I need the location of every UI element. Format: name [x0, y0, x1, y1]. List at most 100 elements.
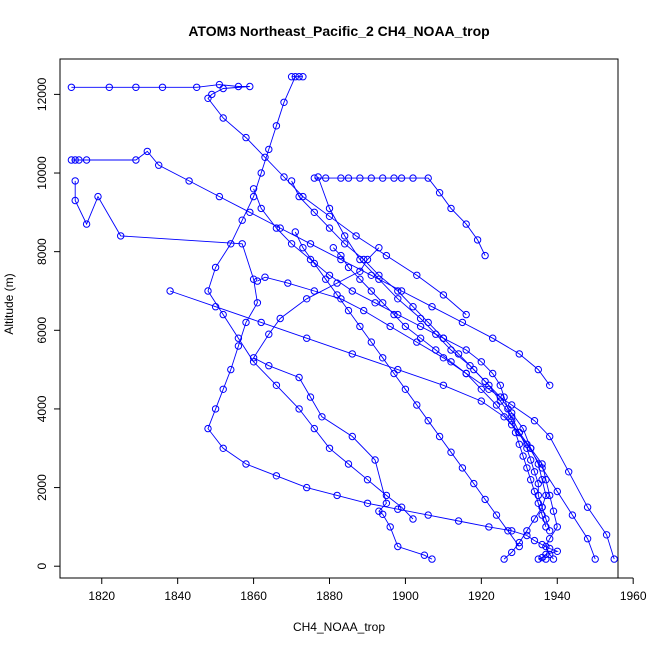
data-point [166, 287, 174, 295]
data-point [530, 487, 539, 496]
data-point [375, 507, 383, 515]
data-point [397, 174, 406, 182]
data-point [348, 432, 356, 441]
x-tick-label: 1940 [544, 589, 571, 603]
data-point [219, 444, 227, 452]
data-point [249, 185, 258, 193]
data-point [519, 424, 527, 433]
data-point [534, 365, 542, 374]
data-point [538, 553, 546, 562]
data-point [363, 499, 372, 507]
data-point [439, 354, 448, 362]
data-point [337, 295, 345, 303]
data-point [310, 424, 318, 433]
y-tick-label: 2000 [35, 474, 49, 501]
data-point [439, 381, 448, 389]
data-point [82, 220, 91, 228]
profile-line [169, 290, 558, 560]
data-point [265, 330, 273, 338]
data-point [360, 255, 368, 264]
x-tick-label: 1860 [240, 589, 267, 603]
x-axis-label: CH4_NOAA_trop [293, 620, 385, 634]
data-point [568, 511, 577, 519]
data-point [329, 244, 337, 252]
data-point [333, 491, 341, 500]
data-point [504, 527, 512, 535]
data-point [602, 531, 611, 539]
data-point [390, 310, 398, 319]
data-point [447, 204, 455, 213]
data-point [280, 98, 288, 107]
data-point [549, 555, 558, 563]
data-point [306, 393, 315, 401]
data-point [253, 299, 262, 307]
chart-title: ATOM3 Northeast_Pacific_2 CH4_NOAA_trop [188, 23, 489, 39]
data-point [204, 94, 212, 103]
data-point [390, 174, 398, 182]
profile-9 [287, 177, 554, 535]
data-point [462, 346, 470, 354]
data-point [397, 503, 406, 511]
data-point [542, 476, 550, 484]
data-point [303, 334, 311, 342]
data-point [546, 527, 554, 535]
data-point [413, 401, 421, 409]
data-point [295, 373, 303, 382]
data-point [208, 90, 216, 99]
data-point [527, 444, 535, 452]
y-tick-label: 4000 [35, 395, 49, 422]
data-point [458, 464, 467, 472]
data-point [394, 287, 402, 295]
data-point [454, 517, 463, 525]
data-point [542, 555, 550, 563]
profile-line [332, 247, 596, 560]
data-point [538, 540, 546, 549]
data-point [280, 173, 288, 181]
data-point [322, 174, 330, 182]
data-point [158, 83, 167, 92]
data-point [333, 291, 341, 299]
data-point [542, 515, 550, 523]
data-point [295, 405, 303, 413]
data-point [527, 456, 535, 464]
data-point [272, 381, 281, 389]
plot-frame [59, 58, 619, 579]
data-point [485, 523, 493, 531]
data-point [344, 460, 353, 468]
data-point [500, 413, 508, 421]
data-point [523, 527, 531, 535]
data-point [409, 174, 417, 182]
data-point [367, 174, 375, 182]
profile-line [257, 276, 615, 560]
data-point [348, 287, 356, 295]
data-point [337, 251, 345, 260]
data-point [253, 277, 262, 285]
data-point [318, 413, 326, 421]
series-layer [67, 73, 618, 563]
data-point [234, 342, 243, 350]
data-point [382, 251, 391, 260]
data-point [211, 263, 220, 272]
data-point [610, 555, 618, 563]
data-point [466, 362, 474, 370]
data-point [530, 417, 539, 425]
data-point [409, 515, 417, 523]
data-point [382, 491, 391, 500]
data-point [416, 334, 425, 342]
data-point [496, 397, 504, 405]
data-point [67, 83, 76, 92]
data-point [303, 295, 311, 303]
data-point [424, 174, 432, 182]
data-point [261, 273, 269, 281]
data-point [428, 555, 436, 563]
data-point [379, 354, 387, 362]
profile-1 [249, 244, 436, 563]
data-point [337, 174, 345, 182]
data-point [394, 295, 402, 303]
data-point [375, 271, 383, 279]
profile-12 [329, 244, 599, 563]
data-point [117, 232, 125, 240]
profile-8 [310, 174, 489, 260]
data-point [287, 73, 296, 81]
data-point [390, 369, 398, 378]
